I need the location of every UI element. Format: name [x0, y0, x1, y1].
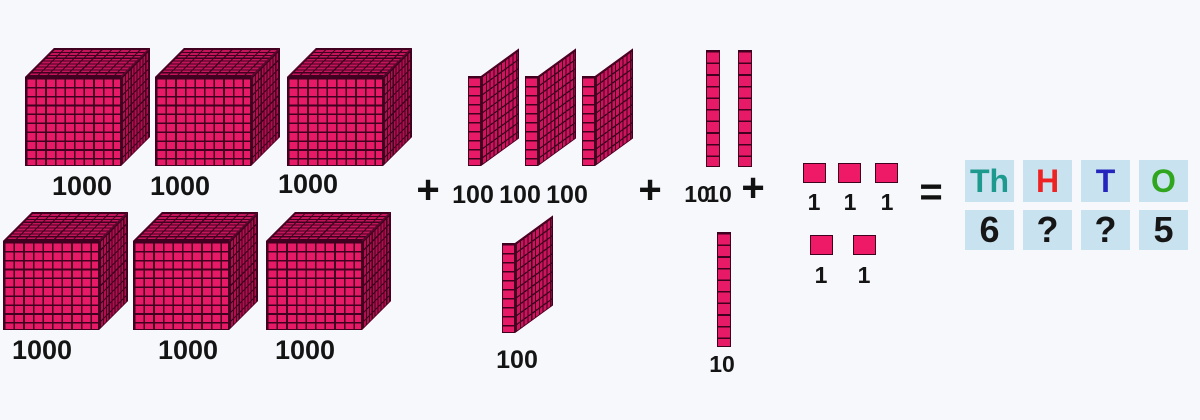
thousand-label: 1000	[274, 335, 336, 365]
header-cell-ones: O	[1139, 160, 1188, 202]
hundred-label: 100	[499, 181, 541, 209]
hundred-label: 100	[546, 181, 588, 209]
hundred-label: 100	[496, 346, 538, 374]
cube-front-face	[3, 241, 99, 330]
thousand-label: 1000	[277, 169, 339, 199]
one-unit-block	[810, 235, 833, 255]
thousand-cube-block	[25, 48, 152, 166]
equals-sign: =	[919, 170, 943, 214]
plus-sign: +	[741, 166, 765, 210]
one-unit-block	[838, 163, 861, 183]
hundred-flat-block	[468, 48, 520, 166]
ten-rod-block	[706, 50, 720, 167]
plus-sign: +	[638, 168, 662, 212]
thousand-label: 1000	[11, 335, 73, 365]
header-cell-thousands: Th	[965, 160, 1014, 202]
one-label: 1	[880, 189, 894, 215]
cube-front-face	[133, 241, 229, 330]
cube-front-face	[266, 241, 362, 330]
hundred-flat-block	[582, 48, 634, 166]
header-cell-hundreds: H	[1023, 160, 1072, 202]
flat-grid-face	[538, 48, 576, 166]
flat-edge-strip	[582, 76, 595, 166]
hundred-label: 100	[452, 181, 494, 209]
flat-edge-strip	[525, 76, 538, 166]
one-unit-block	[875, 163, 898, 183]
thousand-label: 1000	[157, 335, 219, 365]
hundred-flat-block	[502, 215, 554, 333]
cube-front-face	[287, 77, 383, 166]
one-label: 1	[857, 262, 871, 288]
cube-front-face	[155, 77, 251, 166]
ten-label: 10	[706, 181, 732, 207]
header-cell-tens: T	[1081, 160, 1130, 202]
place-value-table: Th H T O 6 ? ? 5	[965, 160, 1188, 250]
thousand-cube-block	[155, 48, 282, 166]
thousand-cube-block	[266, 212, 393, 330]
ten-rod-block	[717, 232, 731, 347]
value-cell-thousands: 6	[965, 209, 1014, 250]
ten-label: 10	[709, 351, 735, 377]
one-label: 1	[843, 189, 857, 215]
one-label: 1	[807, 189, 821, 215]
thousand-label: 1000	[51, 171, 113, 201]
thousand-label: 1000	[149, 171, 211, 201]
one-unit-block	[853, 235, 876, 255]
flat-grid-face	[515, 215, 553, 333]
ten-label: 10	[684, 181, 710, 207]
value-cell-hundreds: ?	[1023, 209, 1072, 250]
cube-front-face	[25, 77, 121, 166]
hundred-flat-block	[525, 48, 577, 166]
plus-sign: +	[416, 168, 440, 212]
one-unit-block	[803, 163, 826, 183]
flat-edge-strip	[502, 243, 515, 333]
one-label: 1	[814, 262, 828, 288]
ten-rod-block	[738, 50, 752, 167]
thousand-cube-block	[287, 48, 414, 166]
flat-grid-face	[595, 48, 633, 166]
value-cell-tens: ?	[1081, 209, 1130, 250]
flat-edge-strip	[468, 76, 481, 166]
thousand-cube-block	[133, 212, 260, 330]
value-cell-ones: 5	[1139, 209, 1188, 250]
thousand-cube-block	[3, 212, 130, 330]
flat-grid-face	[481, 48, 519, 166]
